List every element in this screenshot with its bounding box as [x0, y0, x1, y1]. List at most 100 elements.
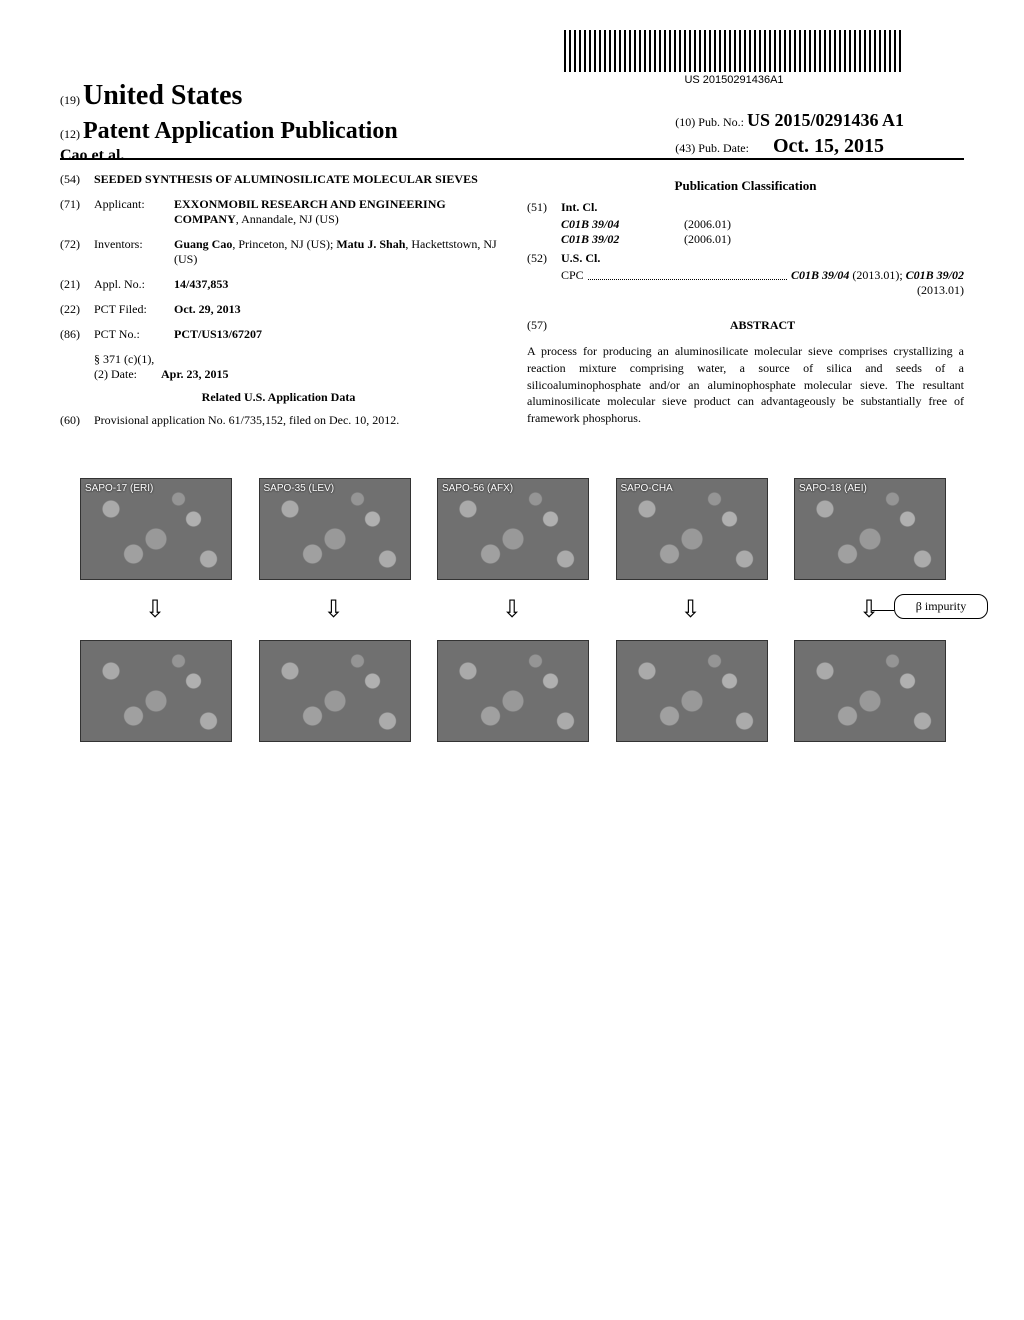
fig-cell [616, 640, 766, 742]
int-cl-date: (2006.01) [684, 232, 731, 246]
callout: β impurity [894, 594, 988, 619]
arrow-cell: ⇩ β impurity [794, 598, 944, 622]
fig-bottom-row [80, 640, 944, 742]
fig-cell [794, 640, 944, 742]
f21-num: (21) [60, 277, 94, 292]
pub-no-label: Pub. No.: [698, 115, 744, 129]
barcode-block: US 20150291436A1 [564, 30, 904, 86]
f22-val: Oct. 29, 2013 [174, 302, 497, 317]
sem-image: SAPO-35 (LEV) [259, 478, 411, 580]
f51-label: Int. Cl. [561, 200, 964, 215]
f86-val: PCT/US13/67207 [174, 327, 497, 342]
f71-label: Applicant: [94, 197, 174, 227]
f60-text: Provisional application No. 61/735,152, … [94, 413, 497, 428]
barcode-text: US 20150291436A1 [564, 74, 904, 86]
callout-line [872, 610, 894, 611]
patent-page: US 20150291436A1 (19) United States (12)… [0, 0, 1024, 772]
fig-cell: SAPO-35 (LEV) [259, 478, 409, 580]
cpc-line: CPC C01B 39/04 (2013.01); C01B 39/02 [561, 268, 964, 283]
fig-cell [80, 640, 230, 742]
country-name: United States [83, 80, 242, 111]
f86-label: PCT No.: [94, 327, 174, 342]
cpc-b: C01B 39/02 [906, 268, 964, 282]
fig-top-row: SAPO-17 (ERI) SAPO-35 (LEV) SAPO-56 (AFX… [80, 478, 944, 580]
down-arrow-icon: ⇩ [502, 597, 522, 623]
sem-label: SAPO-56 (AFX) [442, 483, 513, 494]
f21-label: Appl. No.: [94, 277, 174, 292]
sem-image: SAPO-18 (AEI) [794, 478, 946, 580]
field-72: (72) Inventors: Guang Cao, Princeton, NJ… [60, 237, 497, 267]
cpc-block: CPC C01B 39/04 (2013.01); C01B 39/02 (20… [527, 268, 964, 298]
prefix-12: (12) [60, 127, 80, 141]
f22-num: (22) [60, 302, 94, 317]
f371-date-row: (2) Date: Apr. 23, 2015 [94, 367, 497, 382]
fig-cell: SAPO-18 (AEI) [794, 478, 944, 580]
int-cl-code: C01B 39/02 [561, 232, 681, 247]
f51-num: (51) [527, 200, 561, 215]
abstract-label-wrap: ABSTRACT [561, 318, 964, 333]
right-column: Publication Classification (51) Int. Cl.… [527, 172, 964, 438]
f86-num: (86) [60, 327, 94, 342]
int-cl-date: (2006.01) [684, 217, 731, 231]
fig-cell: SAPO-17 (ERI) [80, 478, 230, 580]
arrow-cell: ⇩ [80, 598, 230, 622]
f72-content: Guang Cao, Princeton, NJ (US); Matu J. S… [174, 237, 497, 267]
classification-heading: Publication Classification [527, 178, 964, 194]
cpc-a-date: (2013.01); [849, 268, 905, 282]
int-cl-list: C01B 39/04 (2006.01) C01B 39/02 (2006.01… [527, 217, 964, 247]
sem-image [794, 640, 946, 742]
sem-image [80, 640, 232, 742]
prefix-43: (43) [675, 141, 695, 155]
figure-area: SAPO-17 (ERI) SAPO-35 (LEV) SAPO-56 (AFX… [60, 478, 964, 742]
doc-type: Patent Application Publication [83, 118, 398, 144]
abstract-text: A process for producing an aluminosilica… [527, 343, 964, 427]
sem-image: SAPO-CHA [616, 478, 768, 580]
f52-label: U.S. Cl. [561, 251, 964, 266]
arrow-cell: ⇩ [259, 598, 409, 622]
cpc-a: C01B 39/04 [791, 268, 849, 282]
barcode-bars [564, 30, 904, 72]
f52-num: (52) [527, 251, 561, 266]
f371-label: § 371 (c)(1), [94, 352, 497, 367]
arrow-row: ⇩ ⇩ ⇩ ⇩ ⇩ β impurity [80, 598, 944, 622]
cpc-label: CPC [561, 268, 584, 283]
f72-label: Inventors: [94, 237, 174, 267]
f371-date: Apr. 23, 2015 [161, 367, 229, 381]
cpc-dots [588, 268, 787, 280]
f71-loc: , Annandale, NJ (US) [236, 212, 339, 226]
header-area: US 20150291436A1 (19) United States (12)… [60, 30, 964, 150]
sem-image [437, 640, 589, 742]
down-arrow-icon: ⇩ [145, 597, 165, 623]
sem-label: SAPO-17 (ERI) [85, 483, 153, 494]
field-52: (52) U.S. Cl. [527, 251, 964, 266]
abstract-label: ABSTRACT [730, 318, 795, 332]
sem-image: SAPO-56 (AFX) [437, 478, 589, 580]
header-left: (19) United States (12) Patent Applicati… [60, 80, 398, 165]
left-column: (54) SEEDED SYNTHESIS OF ALUMINOSILICATE… [60, 172, 497, 438]
fig-cell [437, 640, 587, 742]
related-heading: Related U.S. Application Data [60, 390, 497, 405]
pub-date-label: Pub. Date: [698, 141, 749, 155]
sem-label: SAPO-18 (AEI) [799, 483, 867, 494]
header-right: (10) Pub. No.: US 2015/0291436 A1 (43) P… [675, 110, 904, 158]
arrow-cell: ⇩ [616, 598, 766, 622]
f72-a: Guang Cao [174, 237, 232, 251]
fig-cell [259, 640, 409, 742]
f71-num: (71) [60, 197, 94, 227]
down-arrow-icon: ⇩ [680, 597, 700, 623]
cpc-b-date: (2013.01) [561, 283, 964, 298]
field-57: (57) ABSTRACT [527, 318, 964, 333]
f371-date-label: (2) Date: [94, 367, 137, 381]
pub-no-line: (10) Pub. No.: US 2015/0291436 A1 [675, 110, 904, 131]
f72-a-loc: , Princeton, NJ (US); [232, 237, 336, 251]
f60-num: (60) [60, 413, 94, 428]
field-71: (71) Applicant: EXXONMOBIL RESEARCH AND … [60, 197, 497, 227]
cpc-codes: C01B 39/04 (2013.01); C01B 39/02 [791, 268, 964, 283]
field-371: § 371 (c)(1), (2) Date: Apr. 23, 2015 [60, 352, 497, 382]
f57-num: (57) [527, 318, 561, 333]
sem-label: SAPO-35 (LEV) [264, 483, 335, 494]
f54-title: SEEDED SYNTHESIS OF ALUMINOSILICATE MOLE… [94, 172, 497, 187]
fig-cell: SAPO-CHA [616, 478, 766, 580]
fig-cell: SAPO-56 (AFX) [437, 478, 587, 580]
f54-num: (54) [60, 172, 94, 187]
